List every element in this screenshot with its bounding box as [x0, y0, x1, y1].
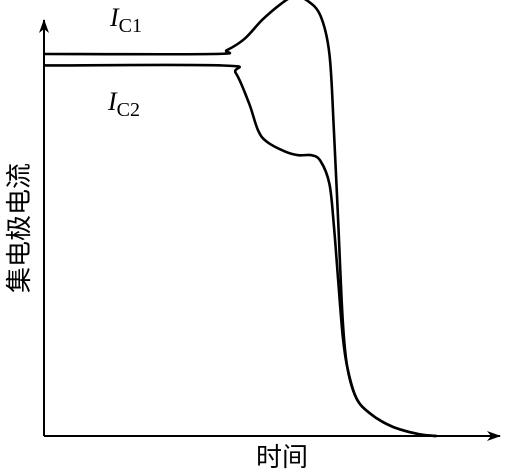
- y-axis-label: 集电极电流: [5, 163, 35, 293]
- series-line-ic2: [43, 63, 437, 438]
- series-label-ic2: IC2: [107, 87, 140, 121]
- series-layer: [43, 0, 437, 438]
- series-label-ic1: IC1: [109, 3, 142, 37]
- x-axis-label: 时间: [256, 443, 308, 473]
